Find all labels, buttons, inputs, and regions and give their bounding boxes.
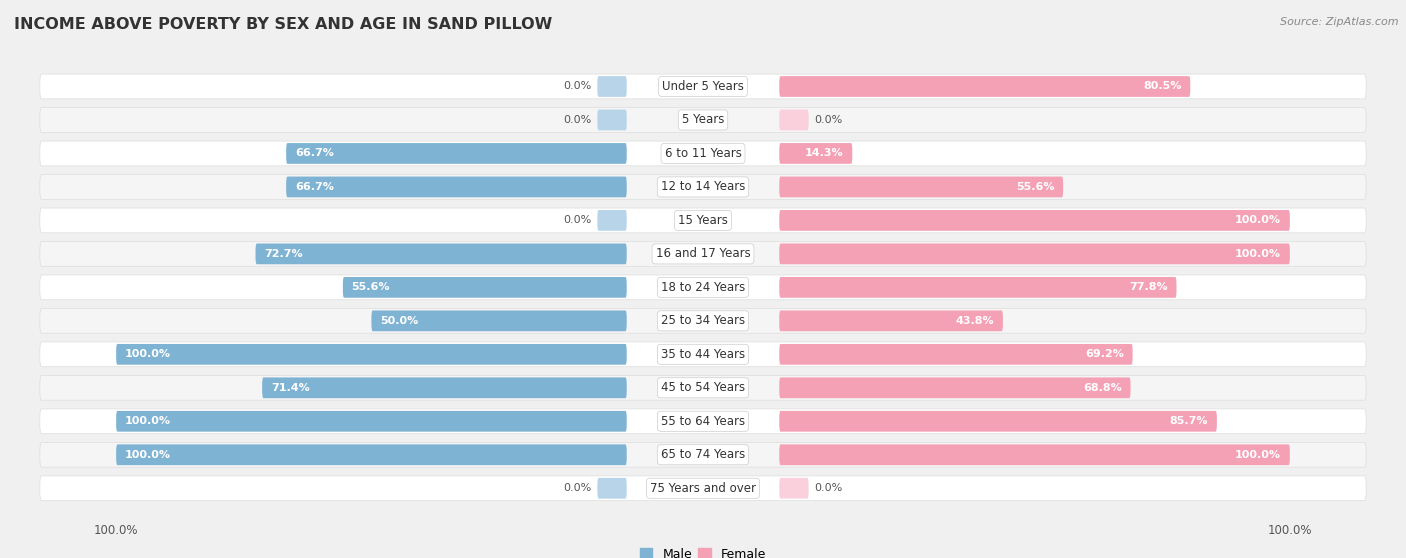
FancyBboxPatch shape: [39, 242, 1367, 266]
FancyBboxPatch shape: [39, 275, 1367, 300]
FancyBboxPatch shape: [598, 109, 627, 131]
Text: 6 to 11 Years: 6 to 11 Years: [665, 147, 741, 160]
Text: 71.4%: 71.4%: [271, 383, 309, 393]
Text: 50.0%: 50.0%: [380, 316, 419, 326]
FancyBboxPatch shape: [779, 344, 1133, 365]
FancyBboxPatch shape: [39, 175, 1367, 199]
Text: 66.7%: 66.7%: [295, 182, 333, 192]
FancyBboxPatch shape: [343, 277, 627, 298]
Text: 0.0%: 0.0%: [564, 81, 592, 92]
Text: INCOME ABOVE POVERTY BY SEX AND AGE IN SAND PILLOW: INCOME ABOVE POVERTY BY SEX AND AGE IN S…: [14, 17, 553, 32]
Text: 69.2%: 69.2%: [1085, 349, 1123, 359]
FancyBboxPatch shape: [779, 109, 808, 131]
Text: 45 to 54 Years: 45 to 54 Years: [661, 381, 745, 395]
Text: 65 to 74 Years: 65 to 74 Years: [661, 448, 745, 461]
Text: Source: ZipAtlas.com: Source: ZipAtlas.com: [1281, 17, 1399, 27]
FancyBboxPatch shape: [779, 310, 1002, 331]
FancyBboxPatch shape: [598, 76, 627, 97]
Text: 18 to 24 Years: 18 to 24 Years: [661, 281, 745, 294]
FancyBboxPatch shape: [779, 478, 808, 499]
Text: 0.0%: 0.0%: [814, 115, 842, 125]
Text: 100.0%: 100.0%: [125, 349, 172, 359]
FancyBboxPatch shape: [117, 444, 627, 465]
FancyBboxPatch shape: [39, 409, 1367, 434]
Text: 16 and 17 Years: 16 and 17 Years: [655, 247, 751, 261]
Text: 100.0%: 100.0%: [1234, 450, 1281, 460]
Text: 80.5%: 80.5%: [1143, 81, 1181, 92]
Text: 43.8%: 43.8%: [956, 316, 994, 326]
FancyBboxPatch shape: [779, 143, 852, 164]
FancyBboxPatch shape: [779, 377, 1130, 398]
FancyBboxPatch shape: [39, 442, 1367, 467]
FancyBboxPatch shape: [117, 411, 627, 432]
FancyBboxPatch shape: [779, 210, 1289, 231]
Text: 0.0%: 0.0%: [564, 215, 592, 225]
Legend: Male, Female: Male, Female: [636, 543, 770, 558]
FancyBboxPatch shape: [39, 376, 1367, 400]
Text: 100.0%: 100.0%: [125, 450, 172, 460]
Text: 77.8%: 77.8%: [1129, 282, 1168, 292]
FancyBboxPatch shape: [117, 344, 627, 365]
Text: 66.7%: 66.7%: [295, 148, 333, 158]
FancyBboxPatch shape: [262, 377, 627, 398]
Text: 72.7%: 72.7%: [264, 249, 302, 259]
Text: 35 to 44 Years: 35 to 44 Years: [661, 348, 745, 361]
FancyBboxPatch shape: [256, 243, 627, 264]
Text: 0.0%: 0.0%: [564, 483, 592, 493]
Text: 100.0%: 100.0%: [1234, 249, 1281, 259]
FancyBboxPatch shape: [598, 478, 627, 499]
Text: 25 to 34 Years: 25 to 34 Years: [661, 314, 745, 328]
Text: 0.0%: 0.0%: [564, 115, 592, 125]
FancyBboxPatch shape: [39, 108, 1367, 132]
Text: Under 5 Years: Under 5 Years: [662, 80, 744, 93]
Text: 100.0%: 100.0%: [125, 416, 172, 426]
FancyBboxPatch shape: [287, 176, 627, 198]
FancyBboxPatch shape: [779, 277, 1177, 298]
Text: 0.0%: 0.0%: [814, 483, 842, 493]
FancyBboxPatch shape: [39, 208, 1367, 233]
Text: 100.0%: 100.0%: [1234, 215, 1281, 225]
FancyBboxPatch shape: [39, 74, 1367, 99]
FancyBboxPatch shape: [779, 243, 1289, 264]
Text: 55.6%: 55.6%: [352, 282, 389, 292]
Text: 14.3%: 14.3%: [804, 148, 844, 158]
Text: 15 Years: 15 Years: [678, 214, 728, 227]
Text: 12 to 14 Years: 12 to 14 Years: [661, 180, 745, 194]
FancyBboxPatch shape: [39, 141, 1367, 166]
Text: 5 Years: 5 Years: [682, 113, 724, 127]
FancyBboxPatch shape: [779, 444, 1289, 465]
Text: 68.8%: 68.8%: [1083, 383, 1122, 393]
Text: 55.6%: 55.6%: [1017, 182, 1054, 192]
FancyBboxPatch shape: [39, 476, 1367, 501]
Text: 75 Years and over: 75 Years and over: [650, 482, 756, 495]
FancyBboxPatch shape: [287, 143, 627, 164]
FancyBboxPatch shape: [39, 342, 1367, 367]
Text: 85.7%: 85.7%: [1170, 416, 1208, 426]
FancyBboxPatch shape: [371, 310, 627, 331]
FancyBboxPatch shape: [779, 76, 1191, 97]
FancyBboxPatch shape: [779, 176, 1063, 198]
FancyBboxPatch shape: [779, 411, 1216, 432]
FancyBboxPatch shape: [39, 309, 1367, 333]
Text: 55 to 64 Years: 55 to 64 Years: [661, 415, 745, 428]
FancyBboxPatch shape: [598, 210, 627, 231]
